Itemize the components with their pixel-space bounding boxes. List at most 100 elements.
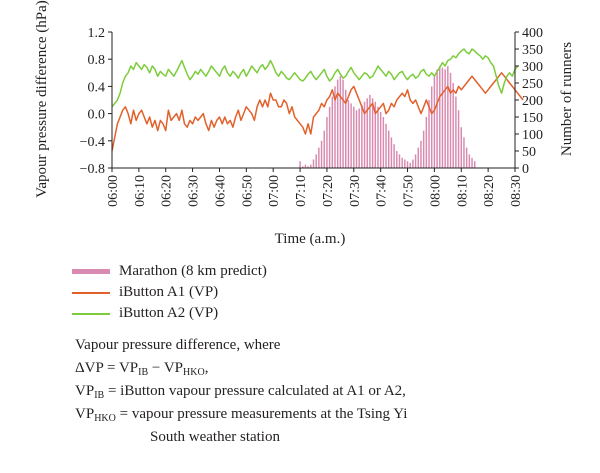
note-dvp-lhs: ΔVP = VP <box>75 360 139 376</box>
x-tick-label: 06:30 <box>187 175 202 207</box>
left-tick-label: 0.0 <box>88 108 106 123</box>
x-tick-label: 07:20 <box>321 175 336 207</box>
marathon-bar <box>339 76 342 168</box>
left-axis-tick-labels: 1.2 0.8 0.4 0.0 −0.4 −0.8 <box>80 26 105 177</box>
marathon-bar <box>312 159 315 168</box>
marathon-bar <box>465 147 468 168</box>
marathon-bar <box>334 86 336 168</box>
series-lines <box>111 48 524 152</box>
marathon-bar <box>412 159 414 168</box>
marathon-bar <box>444 69 446 168</box>
marathon-bar <box>361 105 363 168</box>
marathon-bar <box>422 130 425 168</box>
y-axis-right-label: Number of runners <box>559 42 575 156</box>
x-tick-label: 07:40 <box>375 175 390 207</box>
legend-swatch-a2 <box>72 312 110 315</box>
right-tick-label: 100 <box>522 128 543 143</box>
x-tick-label: 06:00 <box>106 175 121 207</box>
note-line-1: Vapour pressure difference, where <box>75 337 281 353</box>
x-tick-label: 07:00 <box>267 175 282 207</box>
marathon-bar <box>323 130 325 168</box>
note-dvp-end: , <box>204 360 209 376</box>
legend-swatch-marathon <box>72 269 110 274</box>
marathon-bar <box>385 123 387 168</box>
x-tick-label: 06:10 <box>133 175 148 207</box>
marathon-bar <box>310 164 312 168</box>
x-tick-label: 08:00 <box>428 175 443 207</box>
marathon-bar <box>374 101 377 168</box>
x-tick-label: 06:40 <box>213 175 228 207</box>
marathon-bar <box>379 111 382 168</box>
marathon-bar <box>439 66 441 168</box>
marathon-bar <box>433 76 436 168</box>
marathon-bar <box>315 154 317 168</box>
x-tick-label: 08:30 <box>509 175 524 207</box>
marathon-bar <box>371 98 374 168</box>
right-tick-label: 200 <box>522 94 543 109</box>
marathon-bar <box>363 101 366 168</box>
x-tick-label: 07:10 <box>294 175 309 207</box>
marathon-bar <box>401 157 403 168</box>
marathon-bar <box>452 83 454 168</box>
marathon-bar <box>463 137 465 168</box>
marathon-bar <box>318 147 320 168</box>
note-vphko-rhs: = vapour pressure measurements at the Ts… <box>115 406 408 422</box>
x-tick-label: 07:50 <box>402 175 417 207</box>
legend-label-marathon: Marathon (8 km predict) <box>119 263 267 279</box>
marathon-bar <box>358 108 360 168</box>
marathon-bar <box>404 159 406 168</box>
marathon-bar <box>382 117 385 168</box>
note-sub-hko: HKO <box>183 367 205 378</box>
y-axis-left-label: Vapour pressure difference (hPa) <box>34 0 50 198</box>
marathon-bar <box>304 164 307 168</box>
marathon-bar <box>430 86 433 168</box>
x-tick-label: 08:20 <box>482 175 497 207</box>
right-tick-label: 150 <box>522 111 543 126</box>
legend-item-a1: iButton A1 (VP) <box>72 282 267 303</box>
marathon-bar <box>331 96 334 168</box>
x-tick-label: 08:10 <box>455 175 470 207</box>
marathon-bar <box>447 66 449 168</box>
note-line-5: South weather station <box>150 429 280 445</box>
left-tick-label: −0.4 <box>80 135 105 150</box>
marathon-bar <box>420 140 422 168</box>
legend-label-a2: iButton A2 (VP) <box>119 305 219 321</box>
chart-axes <box>108 31 519 172</box>
marathon-bar <box>396 151 398 168</box>
left-tick-label: 0.8 <box>88 53 106 68</box>
marathon-bar <box>460 127 463 168</box>
note-vphko-definition: VPHKO = vapour pressure measurements at … <box>75 403 407 426</box>
marathon-bar <box>457 110 460 168</box>
legend-item-a2: iButton A2 (VP) <box>72 303 267 324</box>
legend-swatch-a1 <box>72 291 110 294</box>
marathon-bar <box>449 72 452 168</box>
marathon-bar <box>468 154 471 168</box>
marathon-bar <box>369 94 371 168</box>
x-axis-label: Time (a.m.) <box>275 231 346 247</box>
right-tick-label: 350 <box>522 43 543 58</box>
marathon-bar <box>398 154 401 168</box>
marathon-bar <box>320 140 323 168</box>
marathon-bar <box>336 79 339 168</box>
marathon-bar <box>307 166 309 168</box>
marathon-bar <box>326 117 328 168</box>
left-tick-label: 0.4 <box>88 80 106 95</box>
marathon-bar <box>406 161 409 168</box>
marathon-bar <box>328 106 331 168</box>
marathon-bar <box>441 67 444 168</box>
x-tick-label: 07:30 <box>348 175 363 207</box>
note-vpib-lhs: VP <box>75 383 95 399</box>
marathon-bar <box>414 154 417 168</box>
note-vphko-sub: HKO <box>94 413 116 424</box>
legend: Marathon (8 km predict) iButton A1 (VP) … <box>72 261 267 324</box>
x-tick-label: 06:20 <box>160 175 175 207</box>
note-delta-vp-formula: ΔVP = VPIB − VPHKO, <box>75 357 407 380</box>
right-tick-label: 400 <box>522 26 543 41</box>
x-tick-label: 06:50 <box>240 175 255 207</box>
series-line-a2 <box>111 48 519 108</box>
note-vphko-lhs: VP <box>75 406 95 422</box>
marathon-bar <box>390 137 393 168</box>
marathon-bar <box>355 110 358 168</box>
marathon-bar <box>455 96 457 168</box>
